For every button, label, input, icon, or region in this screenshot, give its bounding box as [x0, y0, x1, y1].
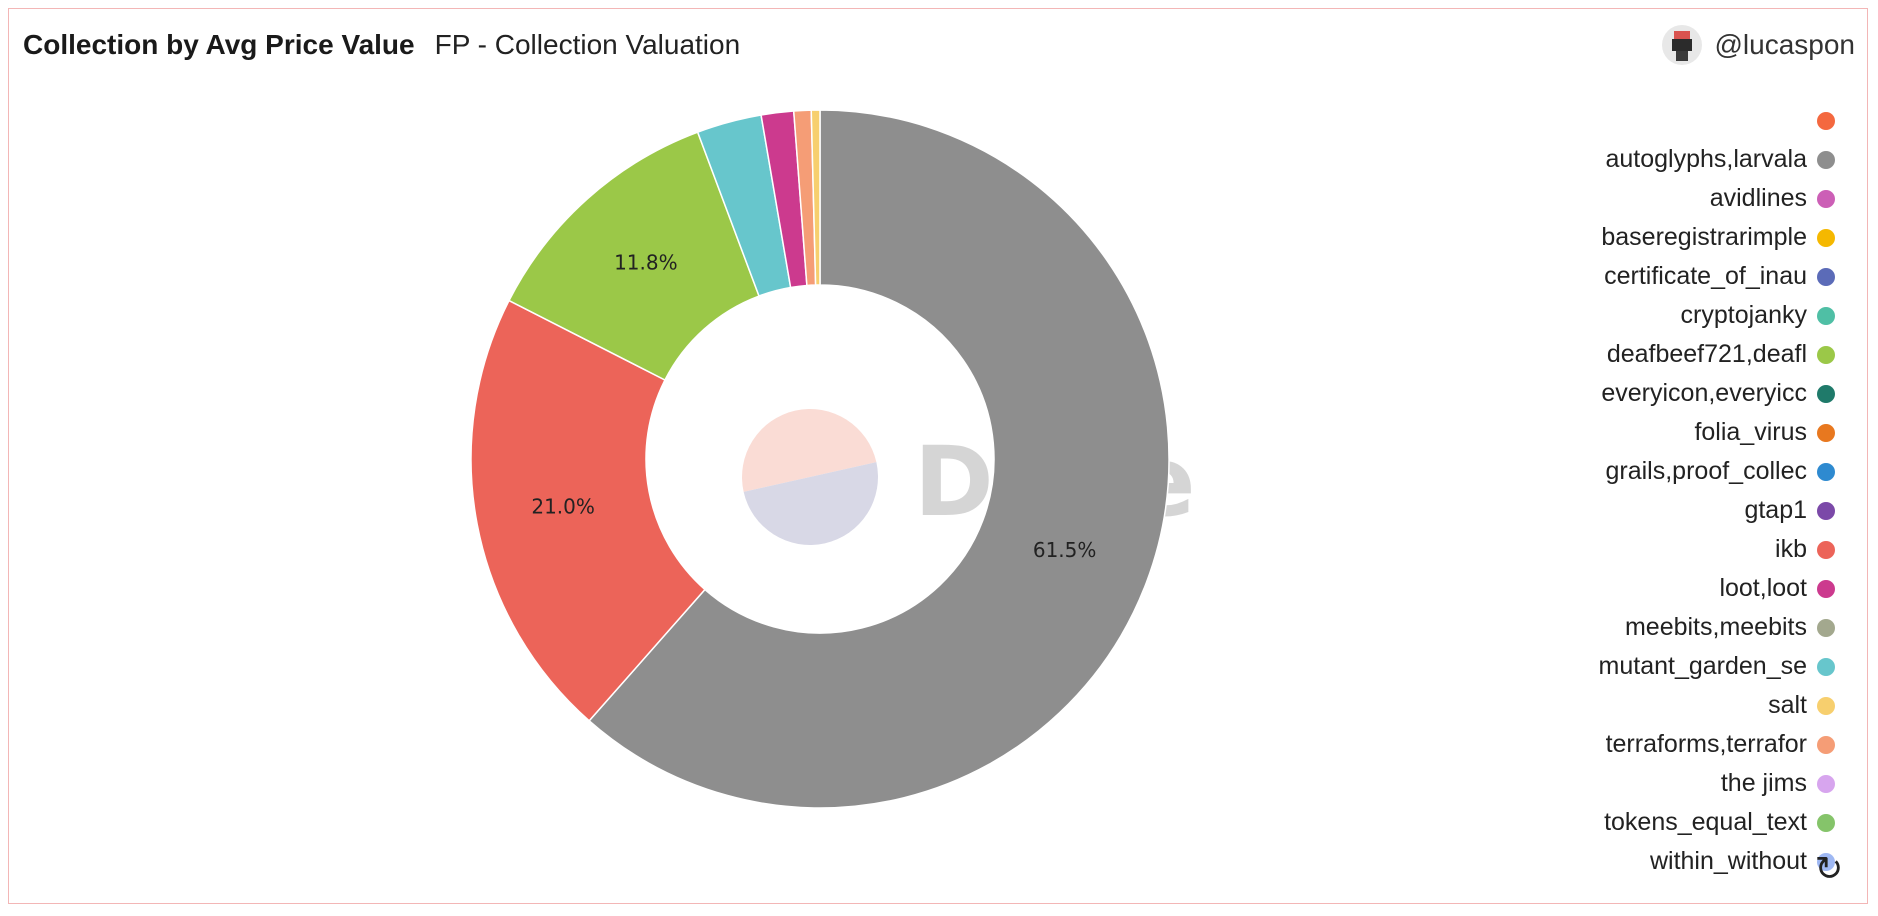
- watermark-logo-bottom: [743, 462, 878, 545]
- query-name[interactable]: FP - Collection Valuation: [434, 29, 741, 60]
- legend-swatch: [1817, 462, 1835, 481]
- legend-swatch: [1817, 813, 1835, 832]
- legend-item[interactable]: within_without: [1575, 842, 1835, 881]
- legend-item[interactable]: salt: [1575, 686, 1835, 725]
- legend-label: avidlines: [1709, 184, 1807, 212]
- legend-item[interactable]: folia_virus: [1575, 413, 1835, 452]
- slice-data-label: 61.5%: [1033, 538, 1097, 562]
- chart-panel: Collection by Avg Price Value FP - Colle…: [8, 8, 1868, 904]
- legend-label: everyicon,everyicc: [1601, 379, 1807, 407]
- legend-swatch: [1817, 618, 1835, 637]
- slice-data-label: 11.8%: [614, 250, 678, 274]
- legend-item[interactable]: gtap1: [1575, 491, 1835, 530]
- legend-label: deafbeef721,deafl: [1606, 340, 1807, 368]
- legend-swatch: [1817, 345, 1835, 364]
- watermark-logo-top: [742, 409, 877, 492]
- legend-item[interactable]: meebits,meebits: [1575, 608, 1835, 647]
- legend-item[interactable]: mutant_garden_se: [1575, 647, 1835, 686]
- legend-item[interactable]: terraforms,terrafor: [1575, 725, 1835, 764]
- legend-swatch: [1817, 384, 1835, 403]
- legend-swatch: [1817, 228, 1835, 247]
- legend-label: within_without: [1649, 847, 1807, 875]
- legend-label: autoglyphs,larvala: [1605, 145, 1807, 173]
- chart-title: Collection by Avg Price Value: [23, 29, 415, 60]
- legend-label: mutant_garden_se: [1598, 652, 1807, 680]
- legend-item[interactable]: baseregistrarimple: [1575, 218, 1835, 257]
- legend-item[interactable]: tokens_equal_text: [1575, 803, 1835, 842]
- pie-slice[interactable]: [508, 131, 760, 382]
- legend-label: grails,proof_collec: [1605, 457, 1808, 485]
- legend-label: tokens_equal_text: [1604, 808, 1807, 836]
- legend-label: cryptojanky: [1680, 301, 1807, 329]
- legend-swatch: [1817, 111, 1835, 130]
- pie-slice[interactable]: [810, 109, 821, 286]
- legend-label: baseregistrarimple: [1601, 223, 1807, 251]
- pie-slice[interactable]: [588, 109, 1170, 809]
- username[interactable]: @lucaspon: [1714, 29, 1855, 60]
- chart-legend: autoglyphs,larvala avidlines baseregistrar…: [1575, 101, 1835, 881]
- legend-item[interactable]: loot,loot: [1575, 569, 1835, 608]
- legend-item[interactable]: certificate_of_inau: [1575, 257, 1835, 296]
- legend-label: ikb: [1775, 535, 1807, 563]
- legend-swatch: [1817, 657, 1835, 676]
- pie-slice[interactable]: [470, 299, 706, 722]
- legend-swatch: [1817, 579, 1835, 598]
- legend-item[interactable]: everyicon,everyicc: [1575, 374, 1835, 413]
- legend-label: certificate_of_inau: [1604, 262, 1807, 290]
- legend-label: the jims: [1720, 769, 1807, 797]
- pie-chart: Dune 61.5%21.0%11.8%: [470, 109, 1195, 809]
- avatar[interactable]: [1662, 25, 1703, 65]
- legend-swatch: [1817, 735, 1835, 754]
- legend-item[interactable]: ikb: [1575, 530, 1835, 569]
- legend-item[interactable]: grails,proof_collec: [1575, 452, 1835, 491]
- legend-item[interactable]: avidlines: [1575, 179, 1835, 218]
- legend-label: terraforms,terrafor: [1605, 730, 1807, 758]
- legend-label: salt: [1768, 691, 1807, 719]
- chart-header: Collection by Avg Price Value FP - Colle…: [23, 29, 740, 61]
- refresh-icon[interactable]: ↻: [1814, 850, 1844, 888]
- legend-swatch: [1817, 306, 1835, 325]
- legend-swatch: [1817, 267, 1835, 286]
- legend-label: gtap1: [1744, 496, 1807, 524]
- legend-swatch: [1817, 423, 1835, 442]
- legend-label: loot,loot: [1719, 574, 1807, 602]
- legend-item[interactable]: [1575, 101, 1835, 140]
- user-badge[interactable]: @lucaspon: [1662, 25, 1855, 65]
- legend-item[interactable]: deafbeef721,deafl: [1575, 335, 1835, 374]
- legend-swatch: [1817, 150, 1835, 169]
- legend-swatch: [1817, 501, 1835, 520]
- legend-swatch: [1817, 696, 1835, 715]
- legend-label: meebits,meebits: [1624, 613, 1807, 641]
- legend-swatch: [1817, 852, 1835, 871]
- legend-swatch: [1817, 774, 1835, 793]
- legend-swatch: [1817, 540, 1835, 559]
- legend-item[interactable]: the jims: [1575, 764, 1835, 803]
- legend-label: folia_virus: [1694, 418, 1807, 446]
- legend-swatch: [1817, 189, 1835, 208]
- legend-item[interactable]: cryptojanky: [1575, 296, 1835, 335]
- slice-data-label: 21.0%: [531, 495, 595, 519]
- legend-item[interactable]: autoglyphs,larvala: [1575, 140, 1835, 179]
